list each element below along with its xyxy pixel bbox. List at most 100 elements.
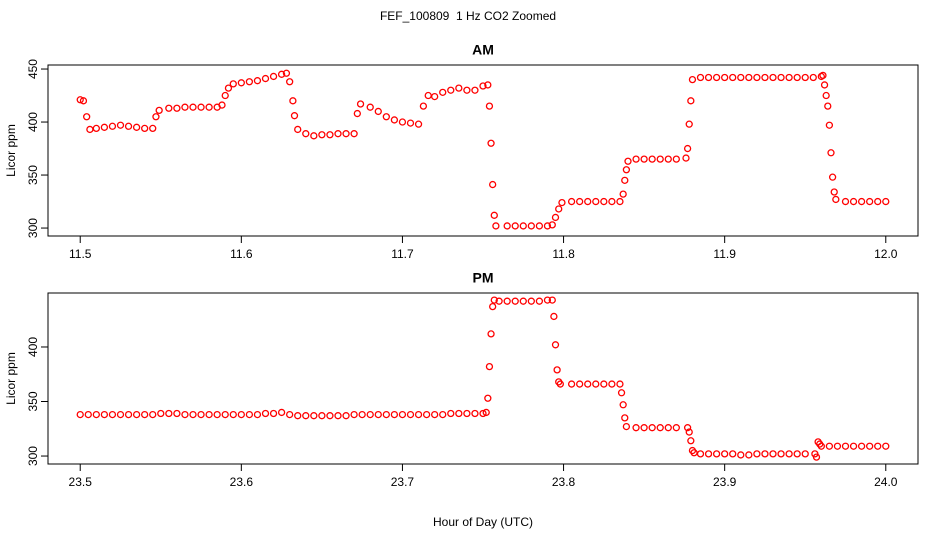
data-point <box>366 103 374 111</box>
data-point <box>696 73 705 82</box>
data-point <box>592 380 600 388</box>
x-tick-label: 11.6 <box>230 247 253 261</box>
data-point <box>721 73 729 82</box>
data-point <box>431 410 439 419</box>
data-point <box>793 73 801 82</box>
data-point <box>181 103 189 111</box>
data-point <box>374 410 382 419</box>
data-point <box>124 122 133 130</box>
data-point <box>503 222 511 230</box>
data-point <box>721 450 729 458</box>
data-point <box>382 410 390 419</box>
data-point <box>318 131 326 139</box>
data-point <box>310 132 318 140</box>
data-point <box>218 101 226 109</box>
data-point <box>822 91 830 100</box>
data-point <box>511 297 519 305</box>
data-point <box>487 139 495 147</box>
data-point <box>471 409 479 418</box>
x-tick-label: 23.9 <box>713 475 737 489</box>
data-point <box>229 410 237 419</box>
data-point <box>556 380 564 388</box>
x-tick-label: 11.7 <box>391 247 414 261</box>
data-point <box>640 155 648 163</box>
data-point <box>682 154 690 162</box>
data-point <box>817 442 825 450</box>
x-tick-label: 23.8 <box>552 475 576 489</box>
data-point <box>490 296 498 304</box>
data-point <box>141 410 149 419</box>
data-point <box>229 80 237 88</box>
data-point <box>414 410 423 419</box>
data-point <box>116 121 125 129</box>
data-point <box>511 222 519 230</box>
data-point <box>685 120 693 128</box>
data-point <box>334 412 342 420</box>
data-point <box>439 88 447 97</box>
data-point <box>555 205 563 213</box>
data-point <box>149 124 157 133</box>
data-point <box>431 92 439 101</box>
data-point <box>849 442 858 450</box>
data-point <box>729 73 737 82</box>
x-tick-label: 23.5 <box>69 475 93 489</box>
data-point <box>286 410 294 419</box>
data-point <box>548 296 556 304</box>
data-point <box>205 410 213 419</box>
data-point <box>479 409 487 418</box>
y-tick-label: 300 <box>26 446 40 466</box>
panel-title: PM <box>473 270 494 286</box>
data-point <box>882 442 890 450</box>
data-point <box>366 410 374 419</box>
data-point <box>342 412 350 420</box>
data-point <box>471 86 479 94</box>
data-point <box>482 408 490 417</box>
y-axis-label: Licor ppm <box>4 124 18 177</box>
data-point <box>302 412 310 420</box>
x-tick-label: 23.7 <box>391 475 415 489</box>
data-point <box>213 410 221 419</box>
data-point <box>683 144 692 153</box>
data-point <box>447 86 455 94</box>
data-point <box>108 122 117 130</box>
data-point <box>269 72 278 81</box>
data-point <box>543 222 552 230</box>
data-point <box>737 73 745 82</box>
data-point <box>197 410 205 419</box>
data-point <box>640 424 648 432</box>
data-point <box>455 84 463 92</box>
data-point <box>490 211 498 219</box>
data-point <box>221 91 229 100</box>
y-tick-label: 350 <box>26 165 40 185</box>
chart-title: FEF_100809 1 Hz CO2 Zoomed <box>380 9 556 23</box>
data-point <box>269 409 278 418</box>
data-point <box>584 380 592 388</box>
data-point <box>116 410 125 419</box>
data-point <box>793 450 801 458</box>
data-point <box>155 106 163 115</box>
data-point <box>664 424 672 432</box>
data-point <box>567 380 576 388</box>
data-point <box>173 409 181 418</box>
y-axis-label: Licor ppm <box>4 352 18 405</box>
data-point <box>551 213 560 222</box>
data-point <box>100 410 109 419</box>
x-tick-label: 11.8 <box>552 247 575 261</box>
data-point <box>382 113 390 121</box>
data-point <box>616 380 624 388</box>
data-point <box>149 410 157 419</box>
data-point <box>551 341 560 349</box>
data-point <box>600 380 608 388</box>
data-point <box>489 302 497 311</box>
data-point <box>221 410 229 419</box>
data-point <box>632 424 640 432</box>
data-point <box>745 451 753 459</box>
data-point <box>769 450 777 458</box>
data-point <box>712 450 721 458</box>
data-point <box>833 442 842 450</box>
data-point <box>535 222 544 230</box>
data-point <box>753 73 761 82</box>
data-point <box>576 197 584 206</box>
data-point <box>621 414 629 422</box>
